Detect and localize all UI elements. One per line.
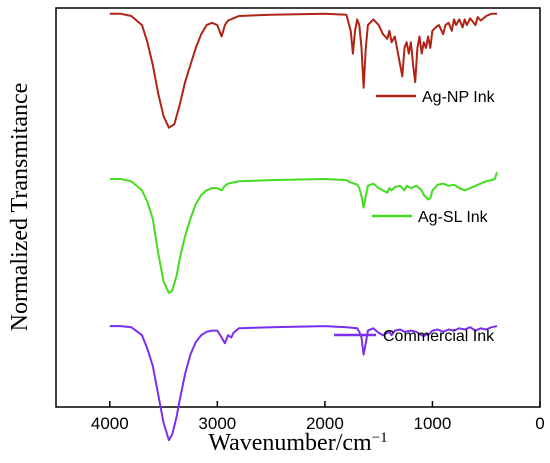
x-tick-label: 2000 [306,414,344,433]
legend: Ag-NP Ink Ag-SL Ink Commercial Ink [334,89,496,345]
x-tick-label: 3000 [198,414,236,433]
x-axis-ticks: 4000 3000 2000 1000 0 [91,401,545,433]
series-line-ag-sl-ink [109,171,498,294]
legend-label: Ag-SL Ink [418,209,489,226]
plot-frame [55,7,541,408]
series-layer [109,12,498,442]
x-tick-label: 1000 [414,414,452,433]
series-line-commercial-ink [109,325,498,442]
y-axis-title: Normalized Transmitance [7,83,33,332]
legend-entry-commercial-ink: Commercial Ink [334,328,495,345]
legend-entry-ag-np-ink: Ag-NP Ink [376,89,496,106]
legend-label: Commercial Ink [383,328,495,345]
x-axis-title: Wavenumber/cm−1 [208,430,387,456]
x-axis-title-superscript: −1 [372,430,388,446]
legend-entry-ag-sl-ink: Ag-SL Ink [372,209,489,226]
legend-label: Ag-NP Ink [422,89,496,106]
x-tick-label: 0 [535,414,544,433]
series-line-ag-np-ink [109,12,497,129]
x-tick-label: 4000 [91,414,129,433]
